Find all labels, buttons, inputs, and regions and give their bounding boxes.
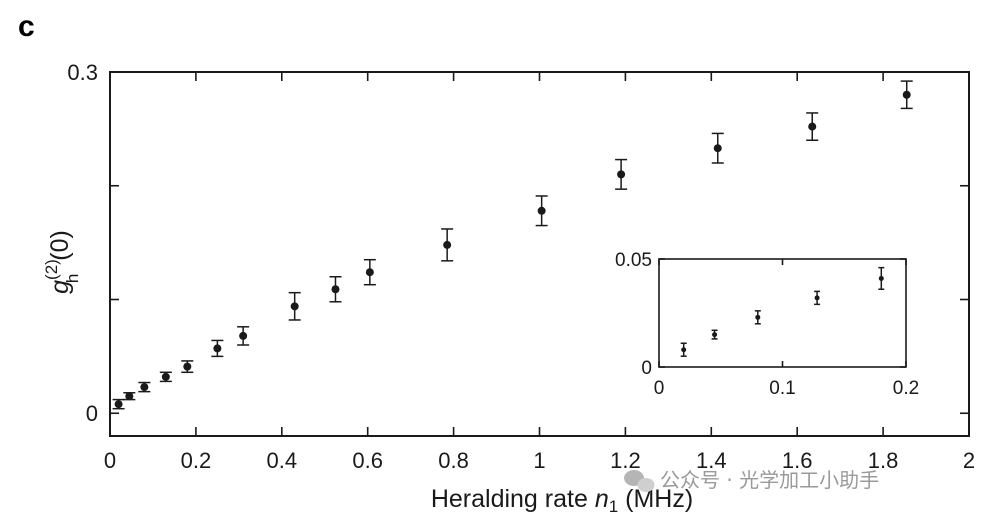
main-plot: 0 0.2 0.4 0.6 0.8 1 1.2 1.4 1.6 1.8 2 0 0.3 bbox=[67, 60, 975, 473]
x-axis-title-suffix: (MHz) bbox=[618, 485, 693, 513]
main-x-tick-label: 2 bbox=[963, 448, 975, 473]
inset-plot: 0 0.1 0.2 0 0.05 bbox=[615, 250, 919, 399]
main-data-point bbox=[900, 80, 913, 110]
main-data-point bbox=[211, 339, 224, 358]
main-marker bbox=[902, 90, 911, 99]
panel-label: c bbox=[18, 10, 35, 43]
main-marker bbox=[331, 285, 340, 294]
wechat-icon bbox=[624, 470, 655, 492]
main-marker bbox=[365, 268, 374, 277]
main-marker bbox=[125, 392, 134, 401]
main-data-point bbox=[615, 158, 628, 190]
inset-x-tick-label: 0.1 bbox=[769, 378, 795, 399]
main-marker bbox=[161, 372, 170, 381]
inset-marker bbox=[878, 275, 884, 281]
inset-y-tick-label: 0 bbox=[641, 358, 652, 379]
main-data-point bbox=[806, 112, 819, 141]
watermark-text: 公众号 · 光学加工小助手 bbox=[660, 468, 879, 492]
inset-marker bbox=[755, 314, 761, 320]
inset-data-point bbox=[878, 266, 885, 290]
main-marker bbox=[617, 170, 626, 179]
inset-frame bbox=[658, 258, 907, 368]
inset-marker bbox=[712, 332, 718, 338]
inset-data-point bbox=[680, 342, 687, 357]
main-data-point bbox=[123, 392, 136, 401]
main-x-tick-label: 0.2 bbox=[181, 448, 212, 473]
main-x-tick-label: 1.6 bbox=[782, 448, 813, 473]
inset-data-point bbox=[814, 290, 821, 306]
main-x-tick-label: 0.6 bbox=[352, 448, 383, 473]
inset-marker bbox=[681, 347, 687, 353]
x-axis-title: Heralding rate n1 (MHz) bbox=[431, 485, 693, 516]
inset-marker bbox=[814, 295, 820, 301]
y-axis-title-var: g bbox=[46, 280, 74, 294]
main-marker bbox=[114, 400, 123, 409]
x-axis-title-sub: 1 bbox=[609, 497, 618, 516]
main-data-point bbox=[181, 360, 194, 374]
main-x-tick-label: 1.8 bbox=[868, 448, 899, 473]
y-axis-title-sub: h bbox=[63, 274, 82, 283]
inset-x-tick-label: 0 bbox=[654, 378, 665, 399]
main-marker bbox=[140, 383, 149, 392]
main-marker bbox=[239, 331, 248, 340]
inset-data-point bbox=[711, 329, 718, 340]
main-marker bbox=[183, 362, 192, 371]
main-data-point bbox=[711, 132, 724, 164]
main-data-point bbox=[441, 228, 454, 262]
main-marker bbox=[213, 344, 222, 353]
main-data-point bbox=[112, 398, 125, 410]
svg-text:g(2)h(0): g(2) h (0) bbox=[42, 230, 82, 294]
main-x-tick-label: 0.8 bbox=[438, 448, 469, 473]
main-frame bbox=[109, 71, 970, 437]
inset-x-tick-label: 0.2 bbox=[893, 378, 919, 399]
inset-background bbox=[659, 259, 906, 367]
main-x-tick-label: 0.4 bbox=[267, 448, 298, 473]
main-x-tick-label: 1.4 bbox=[696, 448, 727, 473]
main-y-tick-label: 0 bbox=[86, 401, 98, 426]
main-data-point bbox=[288, 291, 301, 321]
main-x-tick-label: 1.2 bbox=[610, 448, 641, 473]
main-marker bbox=[537, 206, 546, 215]
main-data-point bbox=[329, 276, 342, 303]
main-x-tick-label: 0 bbox=[104, 448, 116, 473]
x-axis-title-prefix: Heralding rate bbox=[431, 485, 595, 513]
main-data-point bbox=[138, 381, 151, 393]
main-data-point bbox=[535, 195, 548, 227]
main-marker bbox=[808, 122, 817, 131]
y-axis-title-sup: (2) bbox=[42, 259, 61, 280]
main-x-tick-label: 1 bbox=[533, 448, 545, 473]
inset-y-tick-label: 0.05 bbox=[615, 250, 652, 271]
main-y-tick-label: 0.3 bbox=[67, 60, 98, 85]
main-data-point bbox=[237, 326, 250, 346]
y-axis-title: g(2) h (0) bbox=[42, 230, 82, 294]
main-marker bbox=[713, 144, 722, 153]
main-data-point bbox=[159, 371, 172, 383]
x-axis-title-var: n bbox=[595, 485, 609, 513]
y-axis-title-suffix: (0) bbox=[46, 230, 74, 261]
main-marker bbox=[290, 302, 299, 311]
watermark: 公众号 · 光学加工小助手 bbox=[624, 468, 879, 492]
inset-data-point bbox=[754, 310, 761, 325]
main-marker bbox=[443, 240, 452, 249]
main-data-point bbox=[363, 258, 376, 286]
